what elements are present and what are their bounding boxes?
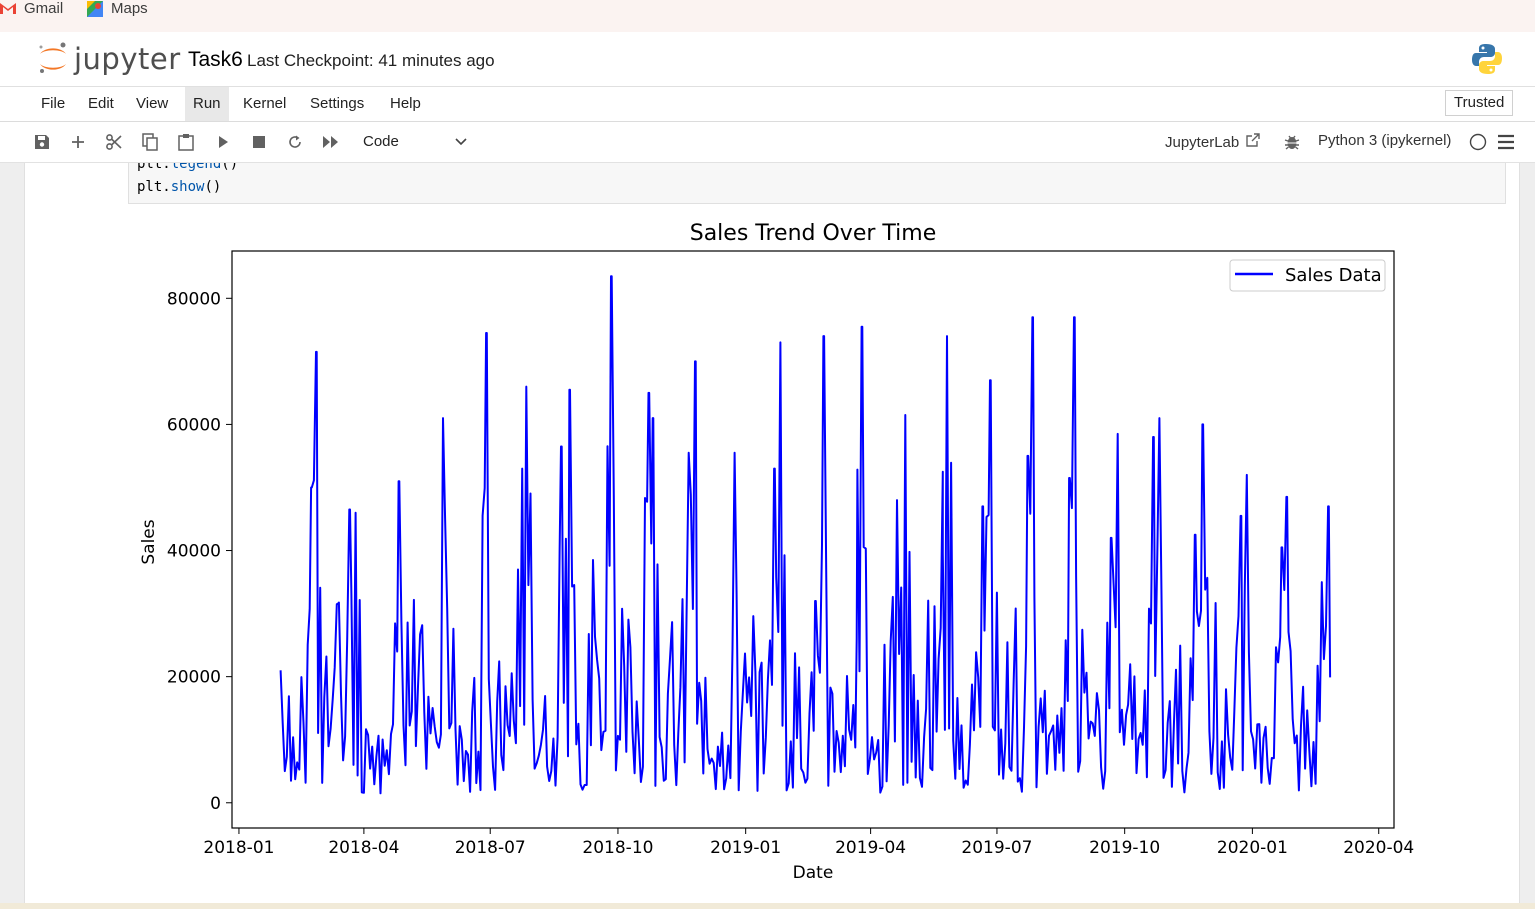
cell-output: Sales Trend Over Time 0 20000 40000 60000 80… — [128, 213, 1428, 908]
paste-icon[interactable] — [176, 132, 196, 152]
maps-icon — [87, 1, 103, 17]
menu-kernel[interactable]: Kernel — [243, 95, 287, 112]
code-line: plt.legend() — [137, 163, 239, 172]
menu-settings[interactable]: Settings — [310, 95, 365, 112]
menu-run[interactable]: Run — [185, 87, 229, 121]
legend: Sales Data — [1229, 259, 1386, 292]
jupyter-logo-text: jupyter — [74, 42, 181, 76]
code-cell[interactable]: plt.legend() plt.show() — [128, 163, 1506, 204]
y-tick-label: 80000 — [167, 289, 221, 309]
external-link-icon — [1245, 132, 1261, 152]
y-tick-label: 0 — [210, 794, 221, 814]
menu-bar: File Edit View Run Kernel Settings Help … — [0, 87, 1535, 122]
menu-file[interactable]: File — [41, 95, 66, 112]
notebook-toolbar: Code JupyterLab Python 3 (ipykernel) — [0, 122, 1535, 163]
y-tick-label: 20000 — [167, 668, 221, 688]
checkpoint-status: Last Checkpoint: 41 minutes ago — [247, 51, 495, 70]
gmail-icon — [0, 1, 16, 15]
bookmark-gmail[interactable]: Gmail — [0, 0, 63, 17]
x-tick-label: 2020-01 — [1217, 838, 1288, 858]
open-jupyterlab-link[interactable]: JupyterLab — [1165, 132, 1261, 152]
x-tick-label: 2020-04 — [1343, 838, 1414, 858]
x-axis-label: Date — [793, 863, 834, 883]
sales-data-line — [279, 275, 1332, 795]
x-tick-label: 2018-01 — [203, 838, 274, 858]
menu-edit[interactable]: Edit — [88, 95, 114, 112]
notebook-header: jupyter Task6 Last Checkpoint: 41 minute… — [0, 32, 1535, 87]
code-line: plt.show() — [137, 179, 222, 195]
notebook-page: plt.legend() plt.show() Sales Trend Over… — [24, 163, 1520, 909]
jupyterlab-label: JupyterLab — [1165, 133, 1240, 151]
legend-label: Sales Data — [1285, 265, 1382, 286]
x-tick-label: 2018-07 — [455, 838, 526, 858]
legend-box — [1229, 259, 1386, 292]
y-tick-label: 40000 — [167, 542, 221, 562]
chevron-down-icon — [455, 130, 467, 162]
stop-icon[interactable] — [249, 132, 269, 152]
kernel-name[interactable]: Python 3 (ipykernel) — [1318, 132, 1452, 149]
jupyter-logo[interactable]: jupyter — [36, 41, 181, 77]
restart-icon[interactable] — [285, 132, 305, 152]
fast-forward-icon[interactable] — [321, 132, 341, 152]
menu-help[interactable]: Help — [390, 95, 421, 112]
x-tick-label: 2019-10 — [1089, 838, 1160, 858]
bookmark-label: Gmail — [24, 0, 64, 17]
cut-icon[interactable] — [104, 132, 124, 152]
cell-type-value: Code — [363, 133, 399, 150]
python-logo-icon — [1470, 42, 1504, 81]
menu-hamburger-icon[interactable] — [1496, 132, 1516, 152]
run-icon[interactable] — [213, 132, 233, 152]
trusted-badge[interactable]: Trusted — [1445, 90, 1514, 116]
cell-type-select[interactable]: Code — [355, 130, 473, 154]
kernel-status-idle-icon — [1468, 132, 1488, 152]
y-axis-label: Sales — [139, 519, 159, 564]
y-tick-label: 60000 — [167, 415, 221, 435]
x-tick-label: 2019-01 — [710, 838, 781, 858]
x-tick-label: 2019-04 — [835, 838, 906, 858]
jupyter-logo-icon — [39, 42, 66, 73]
notebook-title[interactable]: Task6 — [188, 48, 243, 71]
sales-line-chart: Sales Trend Over Time 0 20000 40000 60000 80… — [139, 221, 1414, 883]
debugger-bug-icon[interactable] — [1282, 132, 1302, 152]
notebook-area: plt.legend() plt.show() Sales Trend Over… — [0, 163, 1535, 909]
bookmark-label: Maps — [111, 0, 148, 17]
chart-title: Sales Trend Over Time — [690, 221, 937, 246]
x-tick-label: 2018-10 — [582, 838, 653, 858]
save-icon[interactable] — [32, 132, 52, 152]
bookmarks-bar: Gmail Maps — [0, 0, 1535, 32]
x-tick-label: 2018-04 — [328, 838, 399, 858]
menu-view[interactable]: View — [136, 95, 169, 112]
x-tick-label: 2019-07 — [961, 838, 1032, 858]
status-strip — [0, 903, 1535, 909]
add-cell-icon[interactable] — [68, 132, 88, 152]
bookmark-maps[interactable]: Maps — [87, 0, 148, 17]
copy-icon[interactable] — [140, 132, 160, 152]
